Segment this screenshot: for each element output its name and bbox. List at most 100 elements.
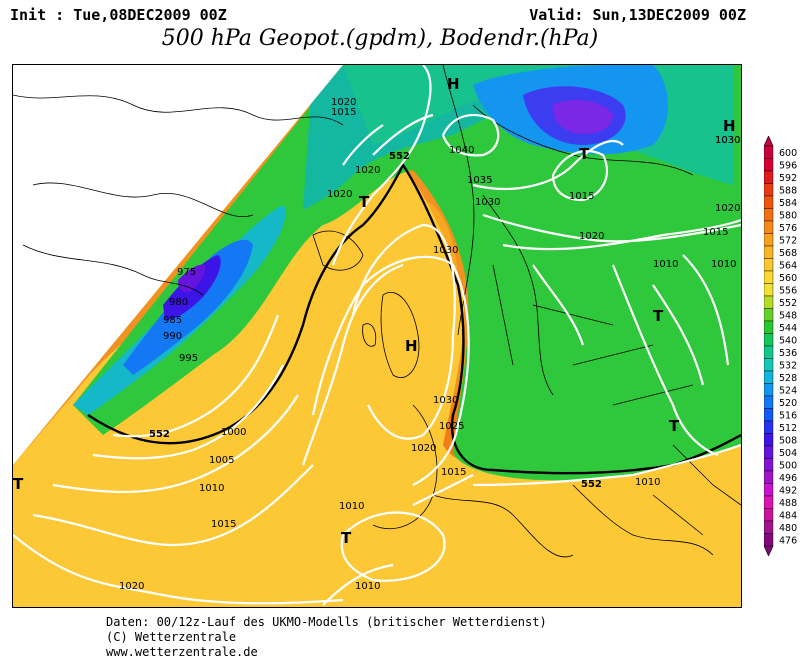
legend-swatch	[764, 508, 774, 522]
svg-text:T: T	[13, 475, 24, 493]
svg-text:T: T	[359, 193, 370, 211]
legend-swatch	[764, 208, 774, 222]
svg-text:552: 552	[149, 429, 170, 440]
svg-text:1030: 1030	[433, 245, 458, 256]
legend-swatch	[764, 458, 774, 472]
svg-text:995: 995	[179, 353, 198, 364]
valid-time: Valid: Sun,13DEC2009 00Z	[529, 6, 746, 24]
legend-label: 476	[779, 535, 797, 546]
svg-text:T: T	[669, 417, 680, 435]
legend-label: 584	[779, 198, 797, 209]
legend-label: 568	[779, 248, 797, 259]
svg-text:T: T	[653, 307, 664, 325]
legend-label: 552	[779, 298, 797, 309]
legend-swatch	[764, 158, 774, 172]
forecast-map-svg: 1020 1015 1020 1020 1040 1035 1030 1015 …	[13, 65, 741, 607]
svg-text:1000: 1000	[221, 427, 246, 438]
legend-label: 588	[779, 185, 797, 196]
svg-text:1010: 1010	[711, 259, 736, 270]
legend-swatch	[764, 470, 774, 484]
legend-swatch	[764, 145, 774, 159]
legend-label: 516	[779, 410, 797, 421]
footer-url: www.wetterzentrale.de	[106, 645, 258, 659]
legend-label: 484	[779, 510, 797, 521]
legend-label: 556	[779, 285, 797, 296]
forecast-map: 1020 1015 1020 1020 1040 1035 1030 1015 …	[12, 64, 742, 608]
legend-swatch	[764, 195, 774, 209]
legend-swatch	[764, 295, 774, 309]
svg-text:1025: 1025	[439, 421, 464, 432]
svg-text:1020: 1020	[579, 231, 604, 242]
chart-title: 500 hPa Geopot.(gpdm), Bodendr.(hPa)	[161, 26, 599, 51]
svg-text:1005: 1005	[209, 455, 234, 466]
isobar-labels: 1020 1015 1020 1020 1040 1035 1030 1015 …	[119, 97, 740, 592]
legend-swatch	[764, 220, 774, 234]
legend-swatch	[764, 533, 774, 547]
pressure-centers: H H H T T T T T T	[13, 75, 736, 547]
legend-label: 596	[779, 160, 797, 171]
legend-label: 544	[779, 323, 797, 334]
svg-text:H: H	[447, 75, 460, 93]
legend-swatch	[764, 420, 774, 434]
legend-label: 576	[779, 223, 797, 234]
svg-text:1020: 1020	[355, 165, 380, 176]
legend-label: 480	[779, 523, 797, 534]
legend-label: 504	[779, 448, 797, 459]
svg-text:1035: 1035	[467, 175, 492, 186]
svg-text:H: H	[723, 117, 736, 135]
legend-label: 540	[779, 335, 797, 346]
legend-swatch	[764, 283, 774, 297]
legend-swatch	[764, 345, 774, 359]
legend-swatch	[764, 170, 774, 184]
legend-label: 508	[779, 435, 797, 446]
svg-text:552: 552	[389, 151, 410, 162]
legend-label: 532	[779, 360, 797, 371]
svg-text:1020: 1020	[331, 97, 356, 108]
svg-text:985: 985	[163, 315, 182, 326]
footer-data-source: Daten: 00/12z-Lauf des UKMO-Modells (bri…	[106, 615, 547, 629]
svg-text:1015: 1015	[211, 519, 236, 530]
legend-label: 488	[779, 498, 797, 509]
legend-label: 492	[779, 485, 797, 496]
legend-swatch	[764, 395, 774, 409]
svg-text:1010: 1010	[653, 259, 678, 270]
legend-swatch	[764, 445, 774, 459]
svg-text:1010: 1010	[339, 501, 364, 512]
color-legend: 6005965925885845805765725685645605565525…	[764, 136, 797, 556]
legend-label: 592	[779, 173, 797, 184]
legend-label: 536	[779, 348, 797, 359]
legend-swatch	[764, 520, 774, 534]
svg-text:1010: 1010	[635, 477, 660, 488]
svg-text:H: H	[405, 337, 418, 355]
legend-swatch	[764, 370, 774, 384]
legend-label: 580	[779, 210, 797, 221]
svg-text:1030: 1030	[475, 197, 500, 208]
legend-label: 500	[779, 460, 797, 471]
legend-swatch	[764, 270, 774, 284]
svg-text:1030: 1030	[433, 395, 458, 406]
legend-swatch	[764, 233, 774, 247]
svg-text:1020: 1020	[119, 581, 144, 592]
legend-swatch	[764, 320, 774, 334]
legend-label: 572	[779, 235, 797, 246]
svg-text:990: 990	[163, 331, 182, 342]
legend-swatch	[764, 183, 774, 197]
legend-swatch	[764, 358, 774, 372]
legend-label: 520	[779, 398, 797, 409]
svg-text:1020: 1020	[327, 189, 352, 200]
legend-label: 512	[779, 423, 797, 434]
legend-swatch	[764, 308, 774, 322]
svg-text:1020: 1020	[411, 443, 436, 454]
legend-swatch	[764, 495, 774, 509]
legend-label: 600	[779, 148, 797, 159]
legend-swatch	[764, 383, 774, 397]
svg-text:975: 975	[177, 267, 196, 278]
legend-label: 560	[779, 273, 797, 284]
legend-swatch	[764, 408, 774, 422]
legend-swatch	[764, 333, 774, 347]
legend-swatch	[764, 433, 774, 447]
legend-arrow-top	[764, 136, 774, 147]
svg-text:1030: 1030	[715, 135, 740, 146]
svg-text:552: 552	[581, 479, 602, 490]
svg-text:T: T	[579, 145, 590, 163]
